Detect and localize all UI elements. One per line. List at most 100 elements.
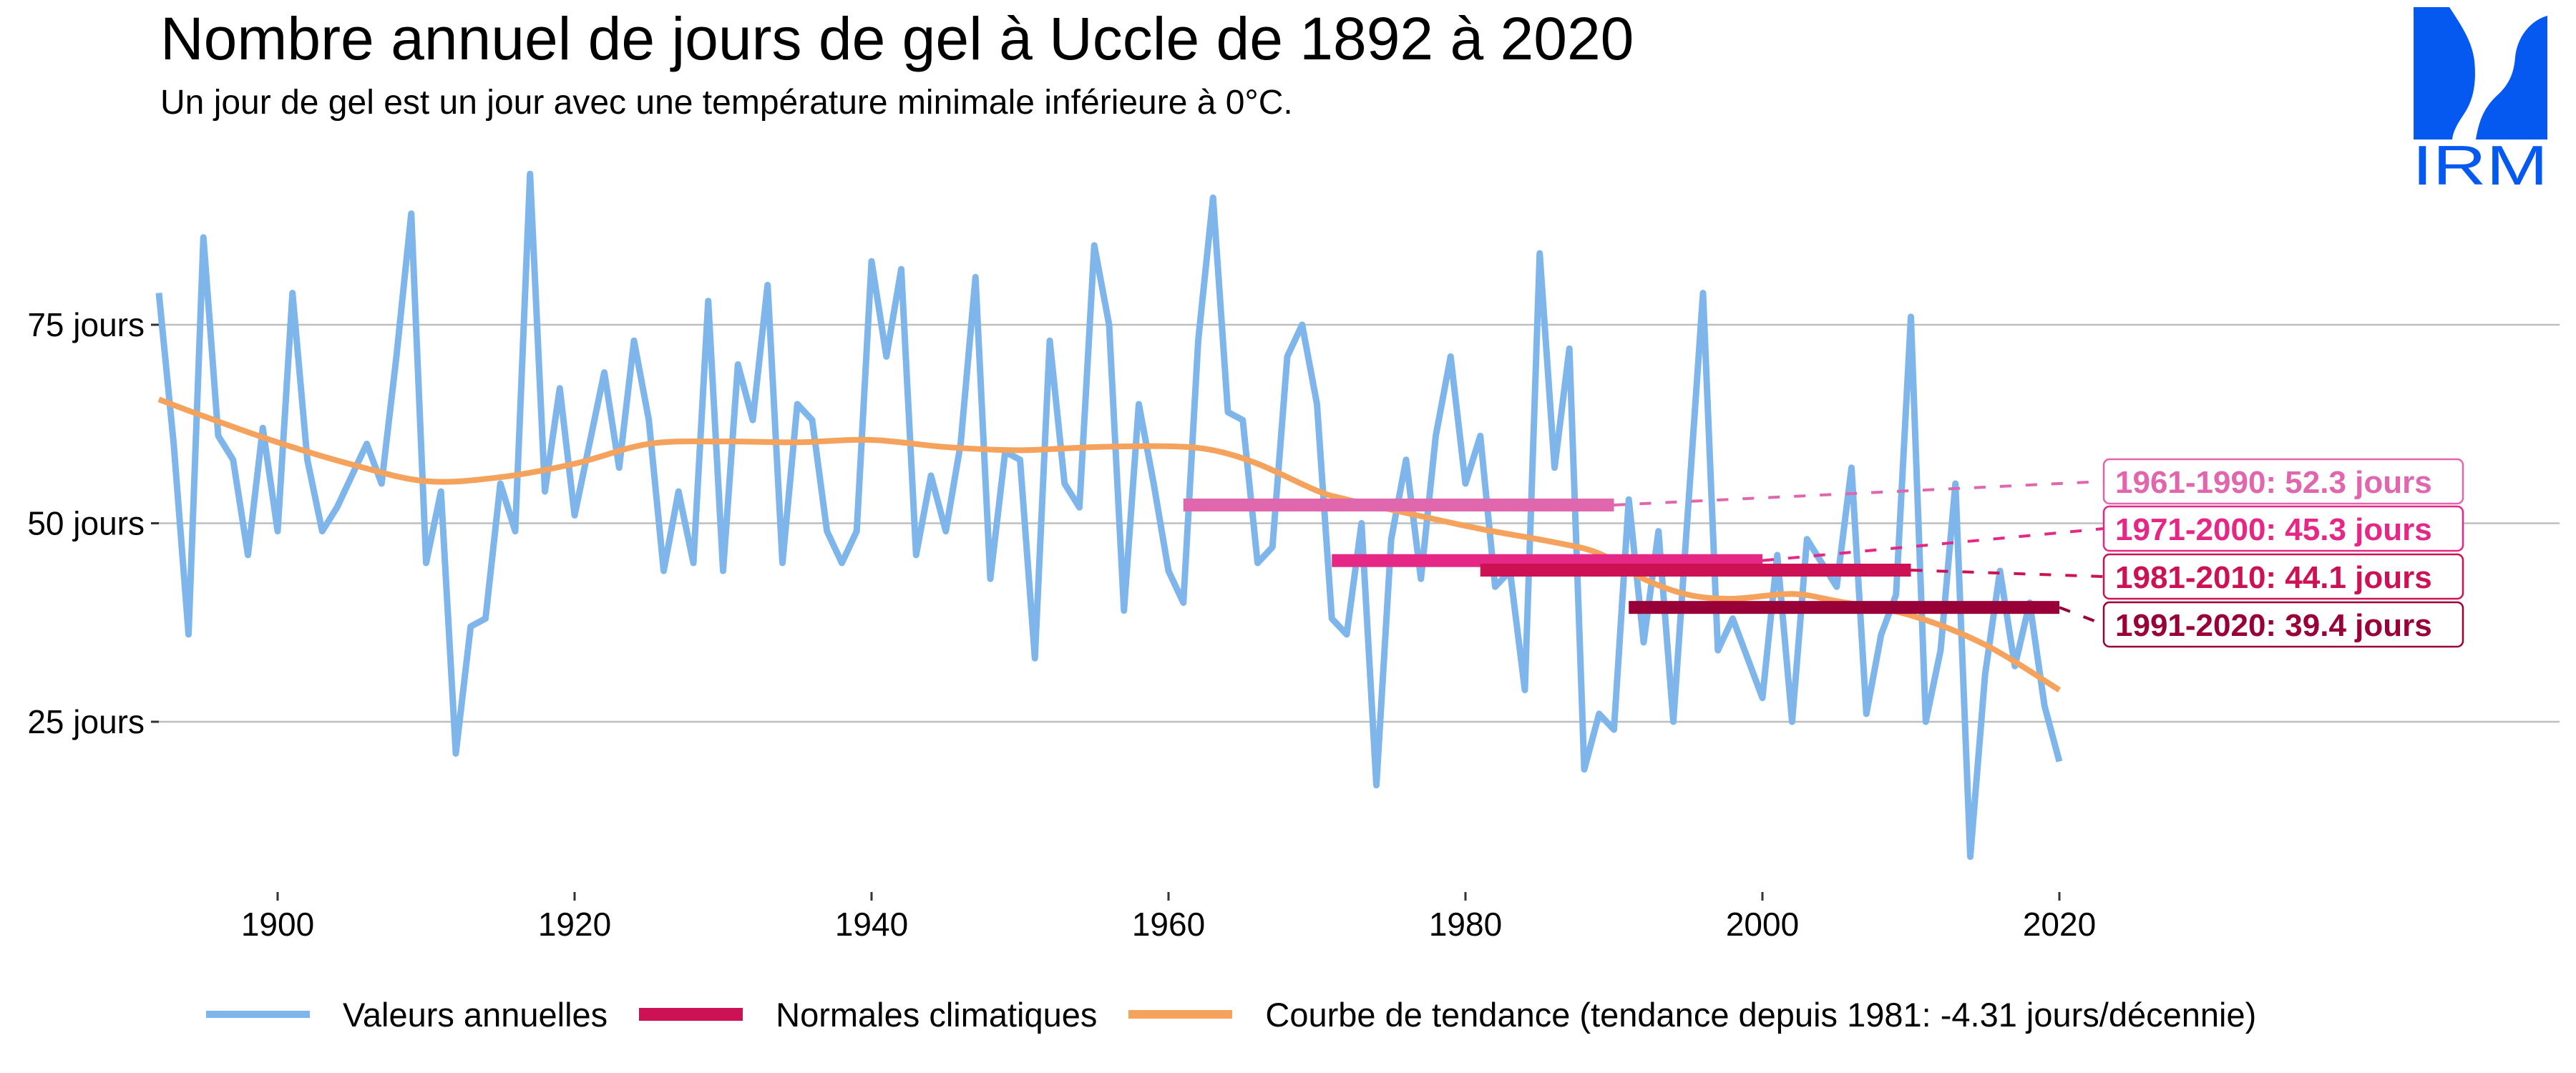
annual-point [351,475,353,476]
annual-point [782,562,783,564]
normal-label-1991-2020: 1991-2020: 39.4 jours [2115,608,2432,643]
annual-point [1687,506,1689,508]
annual-point [604,372,605,373]
normal-bar-1991-2020 [1629,601,2059,614]
annual-point [1747,657,1748,659]
annual-point [1405,459,1407,461]
annual-point [1183,602,1184,603]
legend-label-normals: Normales climatiques [776,995,1098,1034]
annual-point [693,562,694,564]
annual-point [1361,523,1362,524]
y-tick-label: 25 jours [27,703,145,740]
annual-point [1984,673,1986,675]
normal-label-1961-1990: 1961-1990: 52.3 jours [2115,465,2432,500]
annual-point [678,491,679,492]
annual-line [155,170,2063,861]
legend-item-annual: Valeurs annuelles [206,995,608,1034]
annual-point [1539,253,1541,254]
legend-item-trend: Courbe de tendance (tendance depuis 1981… [1128,995,2256,1034]
annual-point [336,506,338,508]
annual-point [1999,570,2001,572]
annual-point [2044,705,2045,707]
annual-point [485,618,486,619]
normal-label-box-1961-1990 [2102,458,2464,505]
annual-series [155,170,2063,861]
annual-point [455,753,457,754]
annual-point [396,356,397,357]
normal-connector-1961-1990 [1614,480,2104,506]
legend-item-normals: Normales climatiques [639,995,1097,1034]
annual-point [1732,618,1733,619]
legend-label-trend: Courbe de tendance (tendance depuis 1981… [1265,995,2257,1034]
normal-label-box-1971-2000 [2102,505,2464,552]
annual-point [1762,697,1763,699]
annual-point [975,276,976,278]
normal-label-1981-2010: 1981-2010: 44.1 jours [2115,560,2432,595]
annual-point [1257,562,1258,564]
normal-connector-1981-2010 [1911,568,2104,578]
normal-connector-1971-2000 [1762,527,2104,562]
annual-point [841,562,842,564]
trend-line [157,396,2062,693]
irm-logo-icon [2414,7,2547,139]
annual-point [796,403,798,405]
normal-label-1971-2000: 1971-2000: 45.3 jours [2115,512,2432,547]
annual-point [1123,610,1125,612]
legend-key-trend [1128,1010,1233,1019]
legend-key-normals [639,1008,743,1021]
x-tick-label: 2000 [1726,906,1799,943]
annual-point [811,419,813,421]
x-tick-label: 1940 [835,906,908,943]
annual-point [1450,356,1451,357]
annual-point [663,570,664,572]
annual-point [1212,197,1214,198]
annual-point [1880,634,1882,635]
x-tick-label: 1900 [241,906,314,943]
normal-bar-1961-1990 [1183,498,1614,511]
normal-labels: 1961-1990: 52.3 jours 1971-2000: 45.3 jou… [1614,458,2464,648]
annual-point [901,268,902,270]
chart-title: Nombre annuel de jours de gel à Uccle de… [160,5,1634,72]
y-tick-label: 75 jours [27,306,145,343]
irm-logo-text: IRM [2414,134,2548,186]
legend-label-annual: Valeurs annuelles [343,995,608,1034]
annual-point [1554,467,1555,469]
annual-point [2059,761,2060,762]
annual-point [1227,411,1229,413]
annual-point [915,554,917,556]
legend: Valeurs annuelles Normales climatiques C… [206,987,2288,1042]
annual-point [1568,348,1570,349]
annual-point [1198,340,1199,341]
annual-point [307,459,308,461]
y-tick-label: 50 jours [27,505,145,542]
annual-point [618,467,620,469]
normals-series [1183,498,2059,614]
annual-point [1821,562,1823,564]
annual-point [470,626,472,627]
x-axis: 1900 1920 1940 1960 1980 2000 2020 [241,892,2096,943]
annual-point [2014,665,2016,667]
x-tick-label: 1980 [1429,906,1502,943]
annual-point [1093,245,1095,246]
annual-point [648,419,650,421]
legend-key-annual [206,1011,310,1018]
irm-logo: IRM [2414,7,2548,186]
annual-point [188,634,189,635]
normal-connector-1991-2020 [2059,606,2104,626]
normal-bar-1981-2010 [1480,563,1911,577]
y-axis: 25 jours 50 jours 75 jours [27,306,159,740]
annual-point [1865,713,1867,715]
annual-point [1584,769,1585,770]
trend-series [157,396,2062,693]
normal-label-box-1991-2020 [2102,601,2464,648]
chart-subtitle: Un jour de gel est un jour avec une temp… [160,84,1293,122]
annual-point [930,475,932,476]
annual-point [1079,506,1080,508]
annual-point [633,340,635,341]
normal-label-box-1981-2010 [2102,553,2464,600]
annual-point [1717,650,1719,651]
annual-point [1970,856,1971,858]
annual-point [1138,403,1139,405]
annual-point [1851,467,1852,469]
